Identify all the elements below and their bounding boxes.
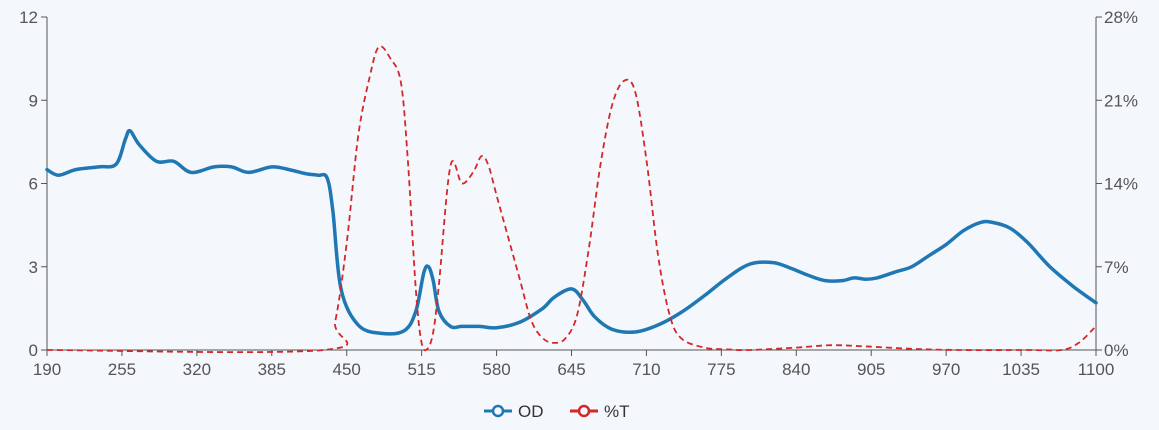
- legend-label-transmittance: %T: [604, 402, 630, 421]
- y-left-tick-label: 6: [29, 175, 38, 194]
- legend-marker-od: [491, 404, 505, 418]
- x-tick-label: 385: [258, 360, 286, 379]
- x-tick-label: 710: [632, 360, 660, 379]
- legend-label-od: OD: [518, 402, 544, 421]
- y-left-tick-label: 0: [29, 341, 38, 360]
- y-right-tick-label: 14%: [1104, 175, 1138, 194]
- x-tick-label: 645: [557, 360, 585, 379]
- series-line-od: [45, 128, 1098, 336]
- x-tick-label: 905: [857, 360, 885, 379]
- y-right-tick-label: 21%: [1104, 91, 1138, 110]
- x-tick-label: 450: [333, 360, 361, 379]
- x-tick-label: 775: [707, 360, 735, 379]
- y-right-tick-label: 28%: [1104, 8, 1138, 27]
- x-tick-label: 1100: [1078, 360, 1115, 379]
- series-line-transmittance: [46, 45, 1097, 354]
- x-tick-label: 320: [183, 360, 211, 379]
- y-left-tick-label: 3: [29, 258, 38, 277]
- y-right-tick-label: 0%: [1104, 341, 1129, 360]
- y-left-tick-label: 12: [19, 8, 38, 27]
- x-tick-label: 840: [782, 360, 810, 379]
- x-tick-label: 190: [33, 360, 61, 379]
- x-tick-label: 255: [108, 360, 136, 379]
- x-tick-label: 515: [407, 360, 435, 379]
- legend-marker-transmittance: [577, 404, 591, 418]
- x-tick-label: 1035: [1002, 360, 1040, 379]
- y-left-tick-label: 9: [29, 91, 38, 110]
- x-tick-label: 580: [482, 360, 510, 379]
- y-right-tick-label: 7%: [1104, 258, 1129, 277]
- x-tick-label: 970: [932, 360, 960, 379]
